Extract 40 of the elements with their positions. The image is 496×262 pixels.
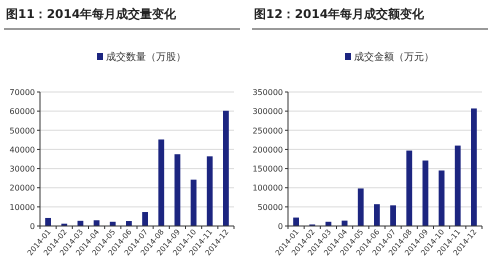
bar [45,218,51,226]
y-tick-label: 300000 [252,107,283,116]
y-tick-label: 50000 [10,126,35,136]
bar [158,139,164,226]
y-tick-label: 70000 [10,88,35,97]
y-tick-label: 350000 [252,88,283,97]
y-tick-label: 250000 [252,126,283,136]
bar [471,108,477,226]
y-tick-label: 50000 [258,202,283,212]
y-tick-label: 40000 [10,145,35,154]
bar [422,160,428,226]
bar [358,188,364,226]
bar [126,221,132,226]
bar [206,156,213,226]
y-tick-label: 200000 [252,145,283,154]
y-tick-label: 0 [278,222,283,231]
legend-label: 成交数量（万股） [106,51,186,63]
chart-title: 图11：2014年每月成交量变化 [6,7,178,21]
bar [374,204,380,226]
bar [342,220,348,226]
bar [293,218,299,226]
bar [406,150,412,226]
bar [223,110,229,226]
y-tick-label: 10000 [10,202,35,212]
bar [454,146,461,226]
y-tick-label: 150000 [252,164,283,174]
y-tick-label: 30000 [10,164,35,174]
bar [390,205,396,226]
bar [94,220,100,226]
chart-title: 图12：2014年每月成交额变化 [254,7,426,21]
y-tick-label: 0 [30,222,35,231]
bar [142,212,148,226]
bar [190,180,196,226]
y-tick-label: 20000 [10,184,35,193]
y-tick-label: 60000 [10,107,35,116]
bar [78,220,84,226]
y-tick-label: 100000 [252,184,283,193]
bar [174,154,180,226]
bar [438,170,444,226]
legend-label: 成交金额（万元） [354,51,434,63]
